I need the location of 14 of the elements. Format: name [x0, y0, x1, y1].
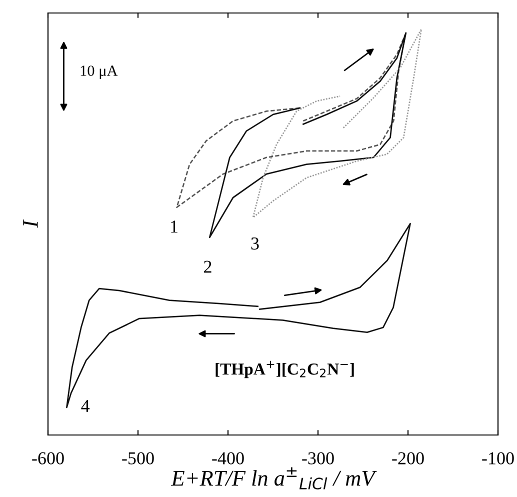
annotation: 2	[300, 368, 306, 378]
x-tick-label: -100	[482, 452, 514, 464]
x-tick-label: -600	[32, 452, 64, 464]
annotation: 3	[251, 237, 259, 250]
annotation: 1	[171, 220, 178, 233]
x-tick-label: -300	[302, 452, 334, 464]
annotation: 10 μA	[80, 66, 118, 80]
y-axis-title: I	[23, 219, 38, 228]
text: 2	[204, 260, 212, 273]
annotation: 4	[81, 400, 90, 412]
x-tick-label: -500	[122, 452, 154, 464]
x-axis-title: E+RT/F ln a$^{±}$$_{LiCl}$ / mV	[170, 467, 377, 490]
x-tick-label: -400	[212, 452, 244, 464]
x-tick-label: -200	[392, 452, 424, 464]
